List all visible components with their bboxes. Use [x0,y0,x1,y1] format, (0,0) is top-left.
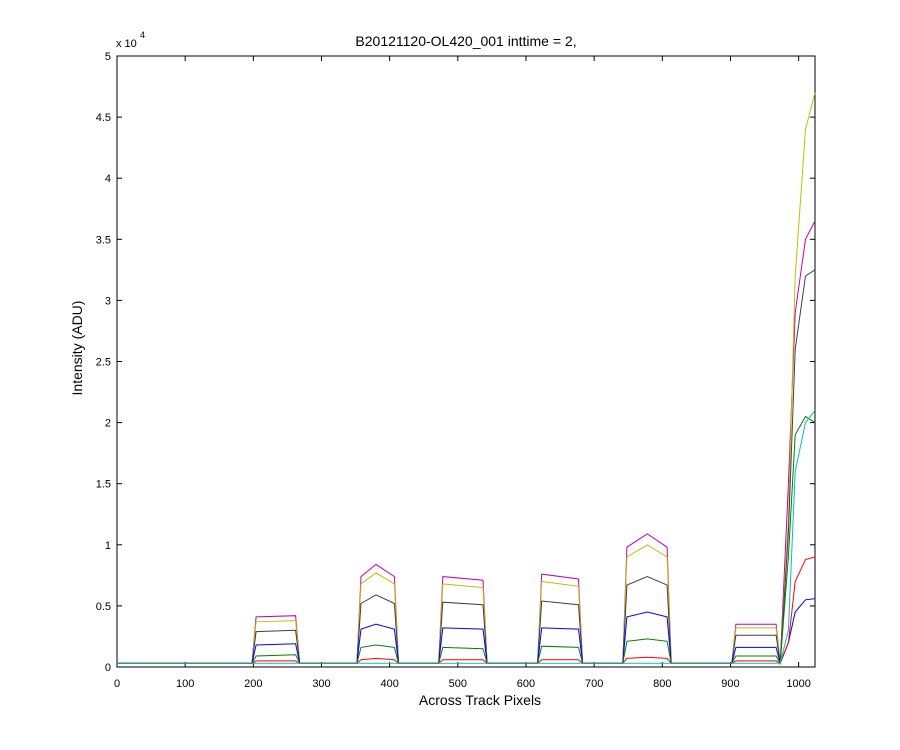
x-tick-label: 700 [585,678,603,690]
x-tick-label: 400 [380,678,398,690]
y-tick-label: 0 [105,662,111,674]
y-tick-label: 2.5 [96,357,111,369]
y-tick-label: 0.5 [96,601,111,613]
y-tick-label: 3.5 [96,234,111,246]
y-axis-label: Intensity (ADU) [69,301,85,396]
data-line [117,220,816,664]
axes-box [116,55,816,668]
y-tick-label: 5 [105,51,111,63]
x-tick-label: 0 [114,678,120,690]
x-tick-label: 500 [449,678,467,690]
data-line [117,556,816,665]
data-line [117,415,816,665]
y-tick-label: 1.5 [96,479,111,491]
x-tick-label: 300 [312,678,330,690]
x-tick-label: 1000 [786,678,810,690]
y-multiplier: x 10 [116,38,137,50]
x-tick-label: 600 [517,678,535,690]
chart-title: B20121120-OL420_001 inttime = 2, [355,33,576,49]
x-tick-label: 200 [244,678,262,690]
y-tick-label: 1 [105,540,111,552]
y-tick-label: 3 [105,295,111,307]
y-tick-label: 4.5 [96,112,111,124]
y-multiplier-exponent: 4 [140,30,145,40]
data-line [117,92,816,664]
x-tick-label: 900 [721,678,739,690]
x-axis-label: Across Track Pixels [419,692,541,708]
x-tick-label: 100 [176,678,194,690]
y-tick-label: 4 [105,173,111,185]
data-line [117,269,816,664]
x-tick-label: 800 [653,678,671,690]
y-tick-label: 2 [105,418,111,430]
data-line [117,598,816,665]
data-line [117,410,816,664]
